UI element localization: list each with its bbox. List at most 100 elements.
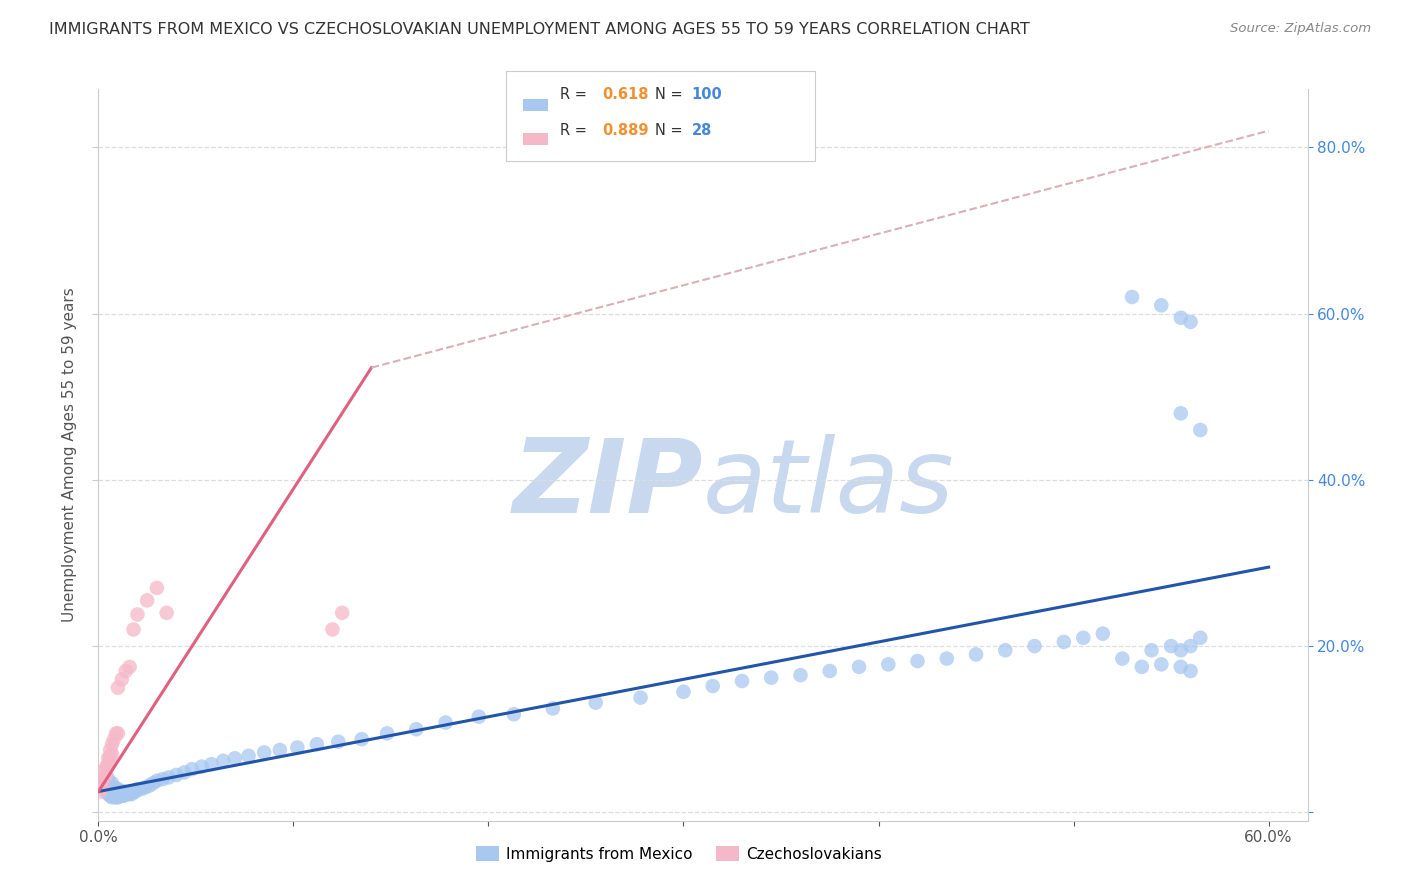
Point [114,787,136,801]
Point [502,707,524,722]
Point [165,768,187,782]
Point [98,789,121,803]
Point [191,759,214,773]
Point [541,701,564,715]
Point [907,654,929,668]
Point [101,782,124,797]
Point [112,789,135,803]
Point [98,756,121,770]
Point [107,787,129,801]
Point [107,726,129,740]
Point [818,664,841,678]
Point [122,623,145,637]
Point [93,764,115,778]
Point [328,734,350,748]
Point [157,771,180,785]
Point [269,743,291,757]
Point [285,740,308,755]
Text: IMMIGRANTS FROM MEXICO VS CZECHOSLOVAKIAN UNEMPLOYMENT AMONG AGES 55 TO 59 YEARS: IMMIGRANTS FROM MEXICO VS CZECHOSLOVAKIA… [49,22,1031,37]
Point [111,784,134,798]
Point [96,768,118,782]
Point [136,593,159,607]
Point [103,732,125,747]
Point [1170,310,1192,325]
Point [97,772,120,786]
Point [98,784,121,798]
Text: Source: ZipAtlas.com: Source: ZipAtlas.com [1230,22,1371,36]
Point [1071,631,1094,645]
Text: 100: 100 [692,87,723,102]
Text: 28: 28 [692,123,711,137]
Point [173,765,195,780]
Point [1150,657,1173,672]
Point [104,726,127,740]
Point [118,660,141,674]
Text: ZIP: ZIP [512,434,703,534]
Text: 0.618: 0.618 [602,87,648,102]
Point [122,784,145,798]
Point [101,790,124,805]
Point [112,784,135,798]
Point [1170,406,1192,420]
Point [702,679,724,693]
Point [1024,639,1046,653]
Point [434,715,457,730]
Point [238,748,260,763]
Point [96,759,118,773]
Point [96,771,118,785]
Point [200,757,222,772]
Point [101,737,124,751]
Point [330,606,353,620]
Point [98,743,121,757]
Point [93,773,115,788]
Point [405,723,427,737]
Point [131,782,153,797]
Point [152,772,174,786]
Point [585,696,607,710]
Text: N =: N = [655,87,688,102]
Point [138,779,160,793]
Point [1189,631,1212,645]
Point [1170,660,1192,674]
Point [321,623,343,637]
Point [101,787,124,801]
Point [124,784,146,798]
Point [91,776,114,790]
Point [350,732,373,747]
Text: R =: R = [560,123,591,137]
Point [98,779,121,793]
Point [118,787,141,801]
Point [97,751,120,765]
Point [89,784,111,798]
Text: atlas: atlas [703,434,955,534]
Point [108,789,131,803]
Point [1170,643,1192,657]
Text: N =: N = [655,123,688,137]
Point [104,787,127,801]
Text: 0.889: 0.889 [602,123,648,137]
Point [97,776,120,790]
Point [107,782,129,797]
Point [117,787,139,801]
Point [253,746,276,760]
Point [111,789,134,803]
Point [114,664,136,678]
Point [101,747,124,761]
Point [731,673,754,688]
Point [1160,639,1182,653]
Point [103,784,125,798]
Point [96,784,118,798]
Point [1140,643,1163,657]
Point [134,780,156,795]
Point [181,762,204,776]
Point [877,657,900,672]
Point [103,789,125,803]
Point [789,668,811,682]
Point [994,643,1017,657]
Point [1091,626,1114,640]
Text: R =: R = [560,87,591,102]
Point [1189,423,1212,437]
Point [96,780,118,795]
Point [97,782,120,797]
Point [761,671,783,685]
